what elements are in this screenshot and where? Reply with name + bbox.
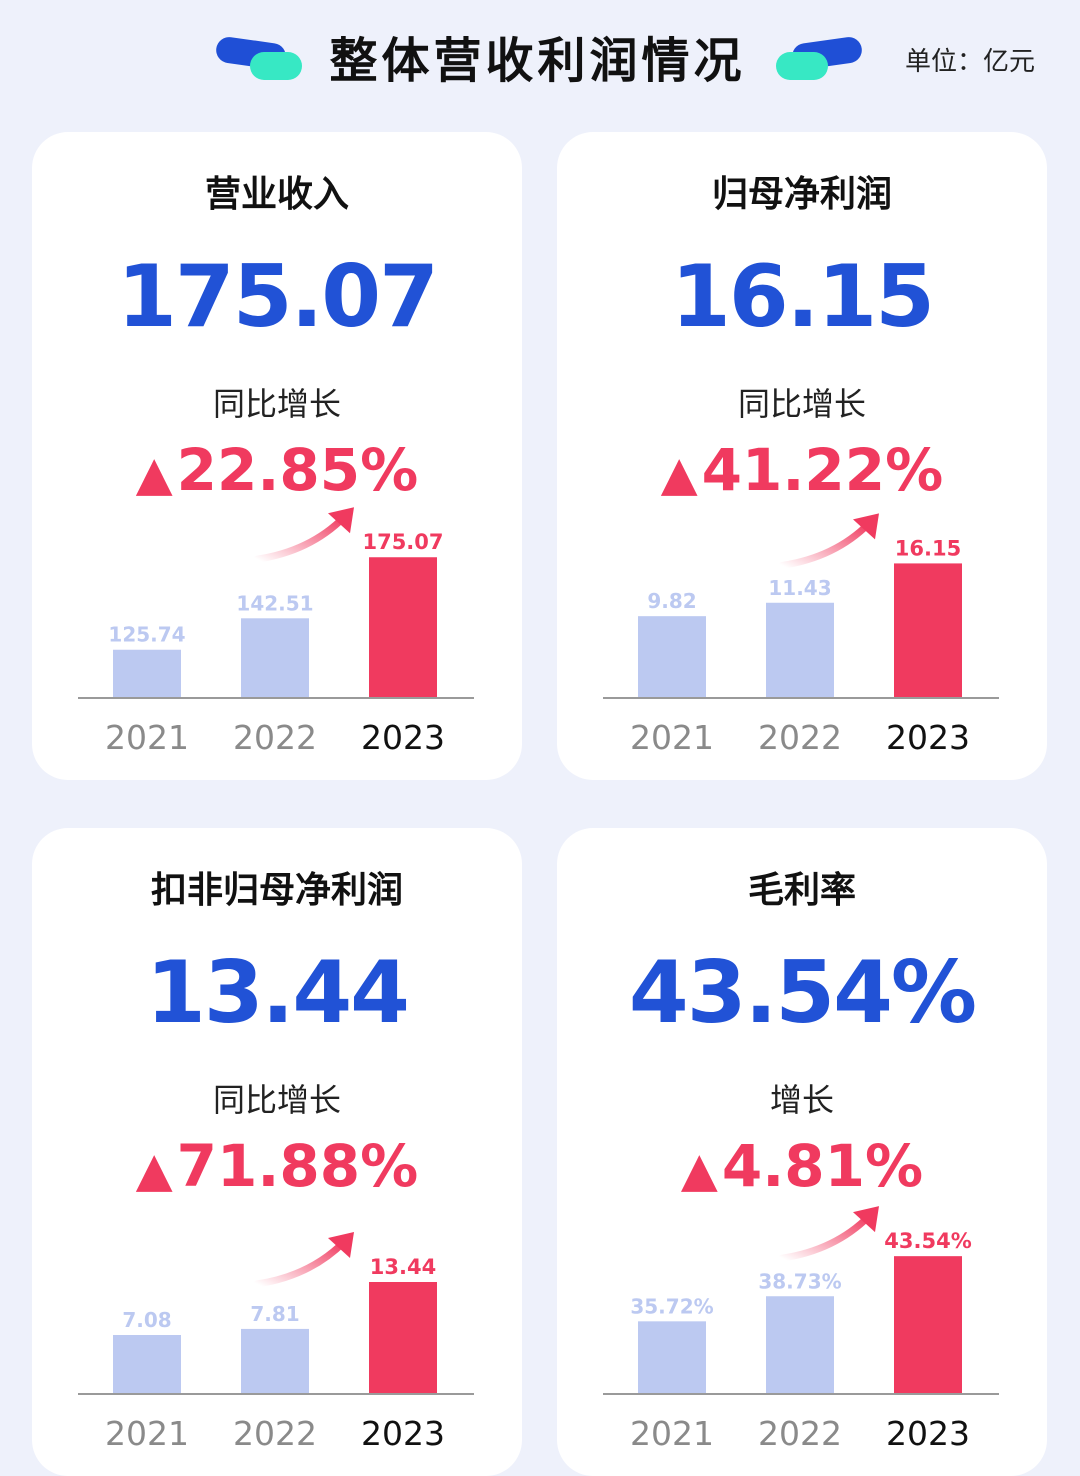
- value-label-2023: 43.54%: [884, 1229, 971, 1253]
- metric-value: 43.54%: [628, 943, 977, 1043]
- bar-chart-net-profit: 9.82 2021 11.43 2022 16.15 2023: [603, 513, 999, 757]
- bar-2023: [369, 557, 437, 698]
- value-label-2022: 38.73%: [758, 1269, 841, 1293]
- x-tick-label-2022: 2022: [233, 1414, 317, 1453]
- trend-arrow-icon: [253, 507, 354, 563]
- up-triangle-icon: ▲: [660, 446, 698, 502]
- bar-2021: [638, 1321, 706, 1394]
- bar-chart-revenue: 125.74 2021 142.51 2022 175.07 2023: [78, 507, 474, 757]
- pill-decoration-icon: [216, 37, 302, 80]
- value-label-2021: 9.82: [647, 589, 696, 613]
- x-tick-label-2023: 2023: [886, 718, 970, 757]
- value-label-2021: 35.72%: [630, 1294, 713, 1318]
- metric-value: 13.44: [145, 943, 410, 1043]
- x-tick-label-2022: 2022: [233, 718, 317, 757]
- bar-2021: [638, 616, 706, 698]
- card-title: 归母净利润: [711, 174, 892, 215]
- value-label-2023: 175.07: [362, 530, 443, 554]
- growth-label: 增长: [769, 1081, 834, 1119]
- value-label-2022: 142.51: [236, 591, 313, 615]
- x-tick-label-2023: 2023: [361, 1414, 445, 1453]
- metric-card-deducted-net-profit: 扣非归母净利润 13.44 同比增长 ▲71.88% 7.08 2021 7.81 2…: [32, 828, 522, 1476]
- growth-value: ▲71.88%: [32, 1128, 522, 1208]
- growth-percent: 71.88%: [176, 1132, 419, 1200]
- x-tick-label-2022: 2022: [758, 1414, 842, 1453]
- growth-value: ▲4.81%: [557, 1128, 1047, 1208]
- bar-2022: [241, 618, 309, 698]
- bar-2021: [113, 649, 181, 698]
- bar-2021: [113, 1335, 181, 1394]
- header: 整体营收利润情况 单位：亿元: [0, 0, 1080, 120]
- metric-card-gross-margin: 毛利率 43.54% 增长 ▲4.81% 35.72% 2021 38.73% 202…: [557, 828, 1047, 1476]
- growth-label: 同比增长: [737, 385, 866, 423]
- unit-label: 单位：亿元: [905, 47, 1036, 77]
- growth-value: ▲22.85%: [32, 432, 522, 512]
- growth-percent: 22.85%: [176, 436, 419, 504]
- value-label-2022: 7.81: [250, 1302, 299, 1326]
- bar-2022: [766, 602, 834, 698]
- trend-arrow-icon: [778, 513, 879, 569]
- trend-arrow-icon: [253, 1232, 354, 1288]
- trend-arrow-icon: [778, 1206, 879, 1262]
- x-tick-label-2021: 2021: [630, 718, 714, 757]
- x-tick-label-2021: 2021: [105, 1414, 189, 1453]
- growth-label: 同比增长: [212, 385, 341, 423]
- x-tick-label-2021: 2021: [105, 718, 189, 757]
- value-label-2021: 125.74: [108, 623, 185, 647]
- x-tick-label-2022: 2022: [758, 718, 842, 757]
- card-title: 扣非归母净利润: [150, 870, 403, 911]
- up-triangle-icon: ▲: [135, 446, 173, 502]
- growth-label: 同比增长: [212, 1081, 341, 1119]
- bar-2022: [766, 1296, 834, 1394]
- bar-2023: [369, 1282, 437, 1394]
- metric-card-net-profit: 归母净利润 16.15 同比增长 ▲41.22% 9.82 2021 11.43 20…: [557, 132, 1047, 780]
- metric-card-revenue: 营业收入 175.07 同比增长 ▲22.85% 125.74 2021 142.5…: [32, 132, 522, 780]
- x-tick-label-2021: 2021: [630, 1414, 714, 1453]
- up-triangle-icon: ▲: [680, 1142, 718, 1198]
- growth-value: ▲41.22%: [557, 432, 1047, 512]
- bar-2023: [894, 1256, 962, 1394]
- value-label-2021: 7.08: [122, 1308, 171, 1332]
- bar-2022: [241, 1328, 309, 1394]
- metric-value: 175.07: [117, 247, 439, 347]
- growth-percent: 41.22%: [701, 436, 944, 504]
- up-triangle-icon: ▲: [135, 1142, 173, 1198]
- value-label-2023: 16.15: [895, 536, 961, 560]
- pill-decoration-icon: [776, 37, 862, 80]
- card-title: 毛利率: [747, 870, 856, 911]
- bar-chart-deducted-net-profit: 7.08 2021 7.81 2022 13.44 2023: [78, 1232, 474, 1453]
- value-label-2022: 11.43: [768, 576, 831, 600]
- x-tick-label-2023: 2023: [361, 718, 445, 757]
- card-title: 营业收入: [204, 174, 349, 215]
- value-label-2023: 13.44: [370, 1255, 436, 1279]
- x-tick-label-2023: 2023: [886, 1414, 970, 1453]
- bar-chart-gross-margin: 35.72% 2021 38.73% 2022 43.54% 2023: [603, 1206, 999, 1453]
- growth-percent: 4.81%: [721, 1132, 924, 1200]
- metric-value: 16.15: [670, 247, 935, 347]
- bar-2023: [894, 563, 962, 698]
- page-title: 整体营收利润情况: [329, 33, 746, 89]
